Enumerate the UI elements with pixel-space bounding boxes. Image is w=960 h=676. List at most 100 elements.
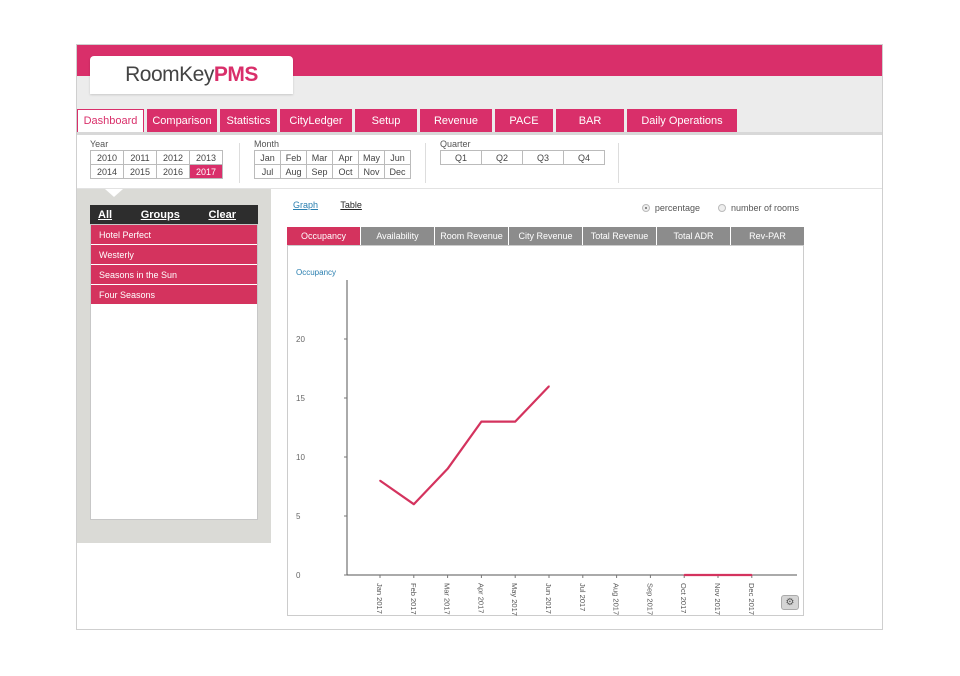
divider [425, 143, 426, 183]
graph-link[interactable]: Graph [293, 200, 319, 210]
tab-pace[interactable]: PACE [495, 109, 553, 132]
data-point [446, 468, 449, 470]
x-tick-label: Aug 2017 [612, 583, 621, 615]
percentage-radio-label: percentage [654, 203, 700, 213]
hotel-list: Hotel Perfect Westerly Seasons in the Sun F… [90, 224, 258, 520]
x-tick-label: Jan 2017 [375, 583, 384, 614]
hotel-list-item[interactable]: Hotel Perfect [91, 225, 257, 244]
group-header: All Groups Clear [90, 205, 258, 224]
year-grid: 2010 2011 2012 2013 2014 2015 2016 2017 [90, 150, 223, 179]
logo-text-pms: PMS [213, 63, 259, 86]
quarter-option-q3[interactable]: Q3 [523, 151, 564, 165]
occupancy-chart: Occupancy 0 5 10 15 20 Jan 2017 Feb 2017 Mar 201… [296, 268, 797, 616]
month-option-nov[interactable]: Nov [359, 165, 385, 179]
unit-radios: percentage number of rooms [641, 203, 799, 213]
series-line [379, 385, 550, 506]
tab-comparison[interactable]: Comparison [147, 109, 217, 132]
clear-link[interactable]: Clear [208, 208, 236, 221]
x-tick-label: Apr 2017 [476, 583, 485, 613]
month-option-jun[interactable]: Jun [385, 151, 411, 165]
x-tick-label: Nov 2017 [713, 583, 722, 615]
all-link[interactable]: All [98, 208, 113, 221]
quarter-option-q4[interactable]: Q4 [564, 151, 605, 165]
hotel-list-item[interactable]: Four Seasons [91, 285, 257, 304]
metric-tab-occupancy[interactable]: Occupancy [287, 227, 361, 245]
year-option-2016[interactable]: 2016 [157, 165, 190, 179]
month-option-aug[interactable]: Aug [281, 165, 307, 179]
hotel-list-item[interactable]: Westerly [91, 245, 257, 264]
hotel-list-item[interactable]: Seasons in the Sun [91, 265, 257, 284]
month-option-apr[interactable]: Apr [333, 151, 359, 165]
metric-tab-rev-par[interactable]: Rev-PAR [731, 227, 804, 245]
x-tick-label: May 2017 [510, 583, 519, 616]
month-option-jul[interactable]: Jul [255, 165, 281, 179]
y-axis-label: Occupancy [296, 268, 336, 277]
tab-dashboard[interactable]: Dashboard [77, 109, 144, 132]
view-toggle: Graph Table [293, 200, 382, 210]
gear-icon[interactable]: ⚙ [781, 595, 799, 610]
metric-tab-total-adr[interactable]: Total ADR [657, 227, 731, 245]
month-filter: Month Jan Feb Mar Apr May Jun Jul Aug Sep Oct Nov D… [254, 139, 411, 179]
app-frame: RoomKey PMS Dashboard Comparison Statistics… [76, 44, 883, 630]
month-option-mar[interactable]: Mar [307, 151, 333, 165]
quarter-option-q2[interactable]: Q2 [482, 151, 523, 165]
tab-setup[interactable]: Setup [355, 109, 417, 132]
date-filters: Year 2010 2011 2012 2013 2014 2015 2016 2017 Mo… [77, 135, 882, 189]
x-tick-label: Dec 2017 [747, 583, 756, 615]
y-tick-label: 20 [296, 335, 305, 344]
data-point [413, 503, 415, 506]
year-option-2013[interactable]: 2013 [190, 151, 223, 165]
quarter-grid: Q1 Q2 Q3 Q4 [440, 150, 605, 165]
data-point [751, 574, 753, 576]
month-label: Month [254, 139, 280, 149]
metric-tab-total-revenue[interactable]: Total Revenue [583, 227, 657, 245]
year-option-2012[interactable]: 2012 [157, 151, 190, 165]
tab-daily-operations[interactable]: Daily Operations [627, 109, 737, 132]
metric-tab-availability[interactable]: Availability [361, 227, 435, 245]
rooms-radio[interactable] [717, 204, 726, 212]
month-option-jan[interactable]: Jan [255, 151, 281, 165]
month-option-dec[interactable]: Dec [385, 165, 411, 179]
percentage-radio[interactable] [641, 204, 650, 212]
month-option-feb[interactable]: Feb [281, 151, 307, 165]
year-option-2014[interactable]: 2014 [91, 165, 124, 179]
month-option-may[interactable]: May [359, 151, 385, 165]
main-nav-tabs: Dashboard Comparison Statistics CityLedger S… [77, 109, 882, 132]
year-option-2010[interactable]: 2010 [91, 151, 124, 165]
data-point [548, 385, 550, 387]
sidebar-notch [105, 189, 123, 197]
quarter-option-q1[interactable]: Q1 [441, 151, 482, 165]
year-option-2015[interactable]: 2015 [124, 165, 157, 179]
metric-tab-city-revenue[interactable]: City Revenue [509, 227, 583, 245]
x-tick-label: Oct 2017 [679, 583, 688, 613]
metric-tab-room-revenue[interactable]: Room Revenue [435, 227, 509, 245]
y-tick-label: 15 [296, 394, 305, 403]
chart-container: Occupancy 0 5 10 15 20 Jan 2017 Feb 2017 Mar 201… [287, 245, 804, 616]
y-tick-label: 10 [296, 453, 305, 462]
tab-statistics[interactable]: Statistics [220, 109, 277, 132]
tab-bar[interactable]: BAR [556, 109, 624, 132]
month-option-oct[interactable]: Oct [333, 165, 359, 179]
logo-text-roomkey: RoomKey [125, 63, 214, 86]
data-point [683, 574, 685, 576]
divider [239, 143, 240, 183]
table-link[interactable]: Table [340, 200, 362, 210]
tabs-underline [77, 132, 882, 135]
month-grid: Jan Feb Mar Apr May Jun Jul Aug Sep Oct Nov Dec [254, 150, 411, 179]
divider [618, 143, 619, 183]
groups-link[interactable]: Groups [140, 208, 180, 221]
y-tick-label: 5 [296, 512, 301, 521]
data-point [480, 420, 483, 423]
tab-revenue[interactable]: Revenue [420, 109, 492, 132]
tab-cityledger[interactable]: CityLedger [280, 109, 352, 132]
x-tick-label: Jun 2017 [544, 583, 553, 614]
month-option-sep[interactable]: Sep [307, 165, 333, 179]
metric-tabs: Occupancy Availability Room Revenue City Re… [287, 227, 804, 245]
data-point [717, 574, 719, 576]
quarter-label: Quarter [440, 139, 471, 149]
x-tick-label: Jul 2017 [578, 583, 587, 611]
year-option-2011[interactable]: 2011 [124, 151, 157, 165]
year-option-2017[interactable]: 2017 [190, 165, 223, 179]
year-label: Year [90, 139, 109, 149]
data-point [379, 479, 381, 482]
